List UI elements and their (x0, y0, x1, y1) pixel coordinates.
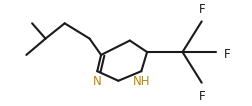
Text: F: F (198, 3, 205, 16)
Text: NH: NH (133, 75, 150, 88)
Text: N: N (93, 75, 102, 88)
Text: F: F (198, 90, 205, 103)
Text: F: F (224, 48, 230, 61)
